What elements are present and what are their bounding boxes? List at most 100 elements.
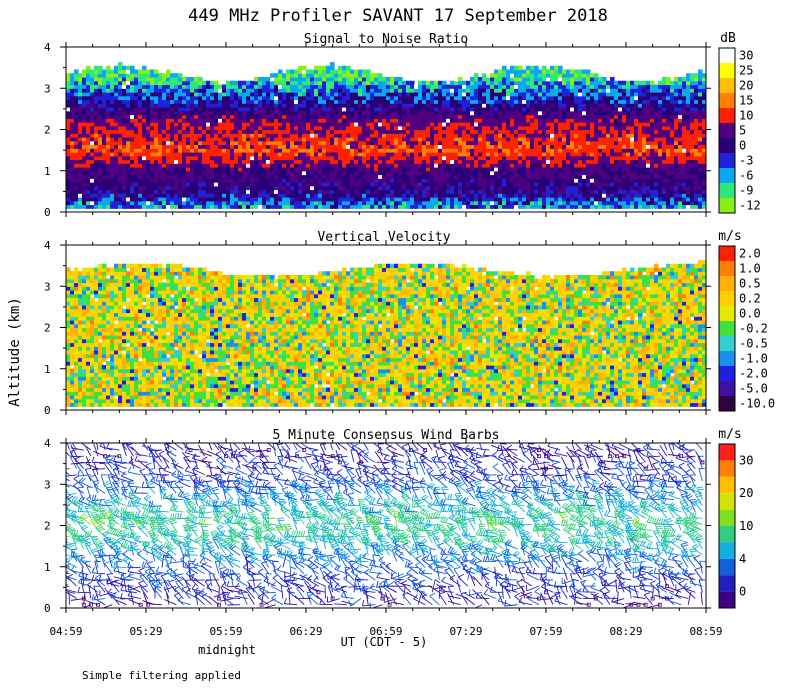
snr-cell — [182, 170, 187, 176]
snr-cell — [226, 110, 231, 116]
snr-cell — [606, 155, 611, 161]
snr-cell — [374, 99, 379, 104]
snr-cell — [302, 133, 307, 138]
snr-cell — [378, 95, 383, 101]
snr-cell — [374, 103, 379, 108]
snr-cell — [522, 80, 527, 86]
snr-cell — [326, 69, 331, 74]
snr-cell — [518, 69, 523, 74]
snr-cell — [534, 125, 539, 131]
snr-cell — [234, 204, 239, 209]
snr-cell — [478, 88, 483, 93]
snr-cell — [378, 118, 383, 123]
snr-cell — [330, 159, 335, 164]
snr-cell — [110, 200, 115, 206]
snr-cell — [258, 99, 263, 104]
snr-cell — [410, 99, 415, 104]
snr-cell — [146, 178, 151, 183]
snr-cell — [242, 159, 247, 164]
snr-cell — [490, 107, 495, 112]
snr-cell — [174, 185, 179, 191]
snr-cell — [162, 148, 167, 153]
snr-cell — [454, 144, 459, 149]
snr-cell — [486, 95, 491, 101]
snr-cell — [234, 80, 239, 86]
snr-cell — [390, 204, 395, 209]
snr-cell — [606, 99, 611, 104]
snr-cell — [474, 185, 479, 191]
snr-cell — [170, 114, 175, 119]
snr-cell — [174, 140, 179, 146]
snr-cell — [566, 103, 571, 108]
snr-cell — [306, 200, 311, 206]
snr-cell — [350, 148, 355, 153]
snr-cell — [538, 193, 543, 198]
snr-cell — [126, 125, 131, 131]
snr-cell — [254, 140, 259, 146]
snr-cell — [326, 182, 331, 187]
snr-cell — [442, 110, 447, 116]
snr-cell — [226, 118, 231, 123]
snr-cell — [66, 144, 71, 149]
snr-cell — [470, 182, 475, 187]
snr-cell — [326, 99, 331, 104]
snr-cell — [106, 144, 111, 149]
snr-cell — [174, 133, 179, 138]
snr-cell — [342, 133, 347, 138]
snr-cell — [210, 148, 215, 153]
snr-cell — [546, 99, 551, 104]
snr-cell — [314, 144, 319, 149]
snr-cell — [502, 197, 507, 202]
snr-cell — [118, 178, 123, 183]
snr-cell — [290, 170, 295, 176]
snr-cell — [458, 148, 463, 153]
snr-cell — [142, 189, 147, 194]
snr-cell — [386, 144, 391, 149]
snr-cell — [286, 122, 291, 127]
snr-cell — [110, 178, 115, 183]
snr-cell — [474, 103, 479, 108]
snr-cell — [246, 114, 251, 119]
snr-cell — [470, 140, 475, 146]
snr-cell — [158, 178, 163, 183]
snr-cell — [134, 140, 139, 146]
snr-cell — [90, 107, 95, 112]
snr-cell — [414, 107, 419, 112]
snr-cell — [514, 122, 519, 127]
snr-cell — [278, 122, 283, 127]
snr-cell — [518, 129, 523, 134]
snr-cell — [354, 77, 359, 82]
snr-cell — [150, 103, 155, 108]
snr-cell — [466, 88, 471, 93]
snr-cell — [222, 182, 227, 187]
snr-cell — [502, 152, 507, 157]
snr-cell — [402, 182, 407, 187]
snr-cell — [418, 144, 423, 149]
snr-cell — [274, 170, 279, 176]
snr-cell — [258, 133, 263, 138]
snr-cell — [526, 155, 531, 161]
snr-cell — [582, 110, 587, 116]
snr-cell — [354, 152, 359, 157]
snr-cell — [478, 152, 483, 157]
snr-cell — [262, 122, 267, 127]
snr-cell — [614, 144, 619, 149]
snr-cell — [238, 114, 243, 119]
snr-cell — [186, 107, 191, 112]
snr-cell — [146, 174, 151, 179]
snr-cell — [522, 88, 527, 93]
snr-cell — [70, 144, 75, 149]
snr-cell — [78, 73, 83, 78]
snr-cell — [226, 103, 231, 108]
snr-cell — [394, 155, 399, 161]
snr-cell — [362, 77, 367, 82]
snr-cell — [98, 185, 103, 191]
snr-cell — [294, 178, 299, 183]
snr-cell — [290, 88, 295, 93]
snr-cell — [406, 103, 411, 108]
snr-cell — [598, 80, 603, 86]
snr-cell — [506, 88, 511, 93]
snr-cell — [430, 182, 435, 187]
snr-cell — [430, 118, 435, 123]
snr-cell — [134, 163, 139, 168]
